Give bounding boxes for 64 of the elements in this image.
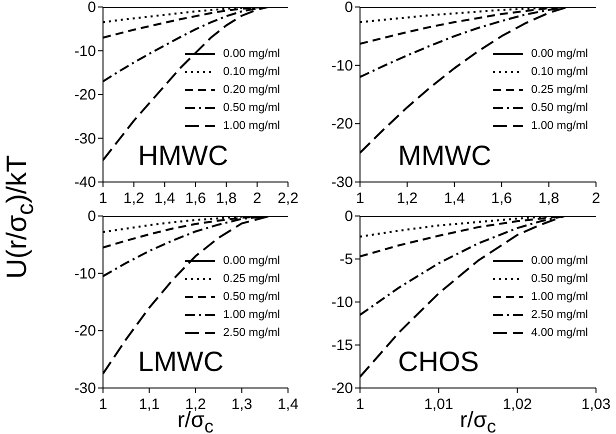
x-tick-label: 1: [356, 190, 364, 207]
legend-label: 1.00 mg/ml: [223, 118, 280, 134]
y-tick-label: -30: [74, 130, 96, 148]
y-tick-label: 0: [88, 0, 96, 16]
y-tick-label: -20: [331, 116, 353, 133]
legend-label: 0.10 mg/ml: [531, 64, 588, 80]
x-tick-label: 1,8: [216, 190, 237, 207]
y-tick-label: -5: [340, 251, 353, 268]
legend-label: 0.25 mg/ml: [223, 272, 280, 287]
legend-label: 0.20 mg/ml: [223, 82, 280, 98]
legend-label: 0.50 mg/ml: [223, 100, 280, 116]
legend-label: 0.50 mg/ml: [223, 290, 280, 305]
x-tick-label: 1: [98, 396, 108, 413]
legend-label: 1.00 mg/ml: [531, 290, 588, 305]
x-tick-label: 2: [592, 190, 600, 207]
x-tick-label: 1,8: [538, 190, 560, 207]
y-tick-label: 0: [88, 208, 96, 225]
y-tick-label: -20: [74, 86, 96, 104]
x-tick-label: 2,2: [278, 190, 298, 207]
y-tick-label: -30: [74, 380, 96, 397]
x-axis-title: r/σ$_{c}$: [460, 407, 496, 434]
x-tick-label: 1,4: [154, 190, 176, 207]
x-tick-label: 1,4: [278, 396, 298, 413]
x-tick-label: 1: [356, 396, 364, 413]
legend-label: 0.50 mg/ml: [531, 100, 588, 116]
y-tick-label: -20: [331, 380, 353, 397]
annotation: MMWC: [398, 140, 492, 172]
legend-label: 1.00 mg/ml: [531, 118, 588, 134]
legend-label: 0.25 mg/ml: [531, 82, 588, 98]
annotation: CHOS: [398, 346, 479, 378]
y-tick-label: -30: [331, 174, 353, 191]
legend-label: 2.50 mg/ml: [223, 326, 280, 341]
legend-label: 1.00 mg/ml: [223, 308, 280, 323]
y-tick-label: -10: [331, 294, 353, 311]
x-tick-label: 2: [252, 190, 262, 207]
legend-label: 4.00 mg/ml: [531, 326, 588, 341]
legend-label: 0.00 mg/ml: [531, 254, 588, 269]
legend-label: 0.00 mg/ml: [223, 254, 280, 269]
x-tick-label: 1,1: [138, 396, 160, 413]
x-tick-label: 1,6: [185, 190, 206, 207]
y-tick-label: -10: [331, 57, 353, 74]
y-tick-label: 0: [344, 208, 353, 225]
x-tick-label: 1,2: [123, 190, 144, 207]
legend-label: 0.10 mg/ml: [223, 64, 280, 80]
x-tick-label: 1,3: [231, 396, 252, 413]
x-tick-label: 1,2: [396, 190, 418, 207]
x-tick-label: 1,01: [424, 396, 454, 413]
x-tick-label: 1,4: [444, 190, 465, 207]
x-tick-label: 1: [98, 190, 108, 207]
y-tick-label: -15: [331, 337, 353, 354]
x-tick-label: 1,02: [502, 396, 532, 413]
legend-label: 0.00 mg/ml: [223, 46, 280, 62]
annotation: HMWC: [138, 140, 228, 172]
y-tick-label: 0: [344, 0, 353, 16]
x-tick-label: 1,6: [491, 190, 512, 207]
legend-label: 2.50 mg/ml: [531, 308, 588, 323]
y-tick-label: -10: [74, 42, 96, 60]
annotation: LMWC: [138, 346, 224, 378]
legend-label: 0.00 mg/ml: [531, 46, 588, 62]
y-tick-label: -40: [74, 174, 96, 191]
y-tick-label: -20: [74, 322, 96, 340]
legend-label: 0.50 mg/ml: [531, 272, 588, 287]
x-tick-label: 1,03: [581, 396, 611, 413]
y-tick-label: -10: [74, 265, 96, 282]
